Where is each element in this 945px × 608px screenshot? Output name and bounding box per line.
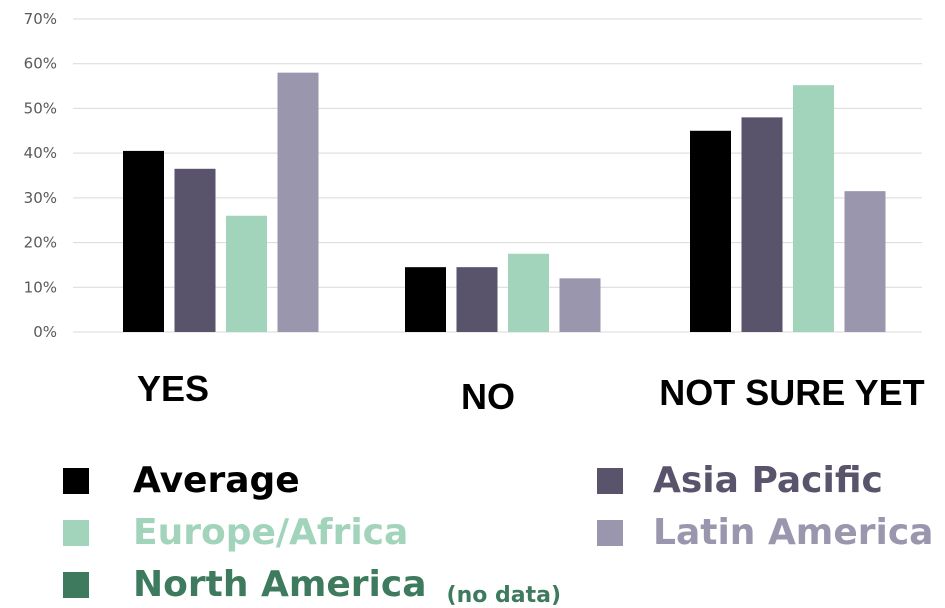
legend-swatch bbox=[63, 572, 89, 598]
y-tick-label: 30% bbox=[24, 189, 57, 207]
category-label: NO bbox=[461, 376, 515, 417]
bar-asia-pacific-yes bbox=[174, 168, 216, 332]
bar-latin-america-yes bbox=[277, 72, 319, 333]
legend-item-asia-pacific: Asia Pacific bbox=[597, 463, 883, 499]
bar-asia-pacific-not-sure-yet bbox=[741, 117, 783, 332]
bar-europe-africa-yes bbox=[226, 215, 267, 332]
y-tick-label: 40% bbox=[24, 144, 57, 162]
legend-swatch bbox=[63, 520, 89, 546]
legend-swatch bbox=[597, 520, 623, 546]
legend-item-average: Average bbox=[63, 463, 300, 499]
category-labels: YES NO NOT SURE YET bbox=[137, 368, 925, 417]
bar-europe-africa-not-sure-yet bbox=[793, 85, 834, 332]
bar-average-no bbox=[405, 267, 446, 332]
y-axis-ticks: 0% 10% 20% 30% 40% 50% 60% 70% bbox=[24, 10, 57, 341]
bar-europe-africa-no bbox=[508, 253, 549, 332]
bar-asia-pacific-no bbox=[456, 267, 498, 332]
legend-item-europe-africa: Europe/Africa bbox=[63, 515, 408, 551]
bar-latin-america-no bbox=[559, 278, 601, 332]
legend-item-north-america: North America (no data) bbox=[63, 564, 561, 608]
legend-label: Asia Pacific bbox=[653, 460, 883, 501]
y-tick-label: 0% bbox=[33, 323, 57, 341]
legend-swatch bbox=[63, 468, 89, 494]
legend-label: Europe/Africa bbox=[133, 512, 409, 553]
legend-label: Latin America bbox=[653, 512, 934, 553]
legend-swatch bbox=[597, 468, 623, 494]
legend-note: (no data) bbox=[446, 582, 562, 608]
legend-item-latin-america: Latin America bbox=[597, 515, 933, 551]
bar-latin-america-not-sure-yet bbox=[844, 191, 886, 332]
legend-label: North America bbox=[133, 564, 427, 605]
y-tick-label: 10% bbox=[24, 278, 57, 296]
bar-chart: 0% 10% 20% 30% 40% 50% 60% 70% YES NO NOT SURE YE… bbox=[24, 10, 925, 417]
y-tick-label: 60% bbox=[24, 55, 57, 73]
category-label: YES bbox=[137, 368, 209, 409]
y-tick-label: 50% bbox=[24, 99, 57, 117]
category-label: NOT SURE YET bbox=[659, 372, 924, 413]
bar-average-yes bbox=[123, 150, 164, 332]
bar-average-not-sure-yet bbox=[690, 130, 731, 332]
y-tick-label: 20% bbox=[24, 234, 57, 252]
legend-label: Average bbox=[133, 460, 300, 501]
bars bbox=[123, 72, 886, 333]
y-tick-label: 70% bbox=[24, 10, 57, 28]
